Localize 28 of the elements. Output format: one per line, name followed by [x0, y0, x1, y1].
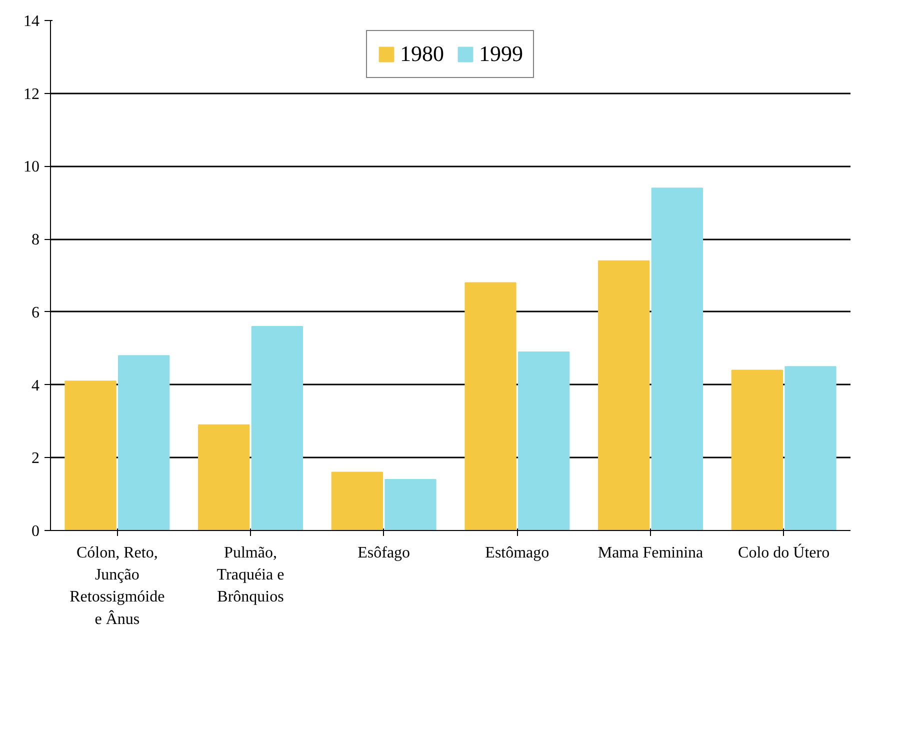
bar: [598, 260, 650, 530]
bar: [64, 380, 116, 530]
bar: [118, 355, 170, 530]
bar: [384, 479, 436, 530]
bar: [784, 366, 836, 530]
bar: [198, 424, 250, 530]
y-tick-label: 6: [32, 304, 40, 322]
bar: [651, 188, 703, 530]
x-tick-label: Colo do Útero: [738, 544, 830, 562]
x-tick-label: Pulmão, Traquéia e Brônquios: [216, 544, 284, 606]
legend-label: 1980: [400, 41, 444, 67]
bar: [518, 352, 570, 530]
x-tick-label: Cólon, Reto, Junção Retossigmóide e Ânus: [70, 544, 165, 628]
bar: [464, 282, 516, 530]
bar: [731, 370, 783, 530]
x-tick-label: Mama Feminina: [598, 544, 704, 562]
y-tick-label: 14: [24, 13, 40, 30]
legend-label: 1999: [479, 41, 523, 67]
bar: [251, 326, 303, 530]
y-tick-label: 2: [32, 450, 40, 468]
bar: [331, 472, 383, 530]
y-tick-label: 8: [32, 232, 40, 249]
y-tick-label: 10: [24, 158, 40, 176]
x-tick-label: Estômago: [485, 544, 550, 562]
y-tick-label: 12: [24, 86, 40, 103]
y-tick-label: 4: [32, 377, 40, 394]
x-tick-label: Esôfago: [358, 544, 410, 562]
y-tick-label: 0: [32, 523, 40, 540]
